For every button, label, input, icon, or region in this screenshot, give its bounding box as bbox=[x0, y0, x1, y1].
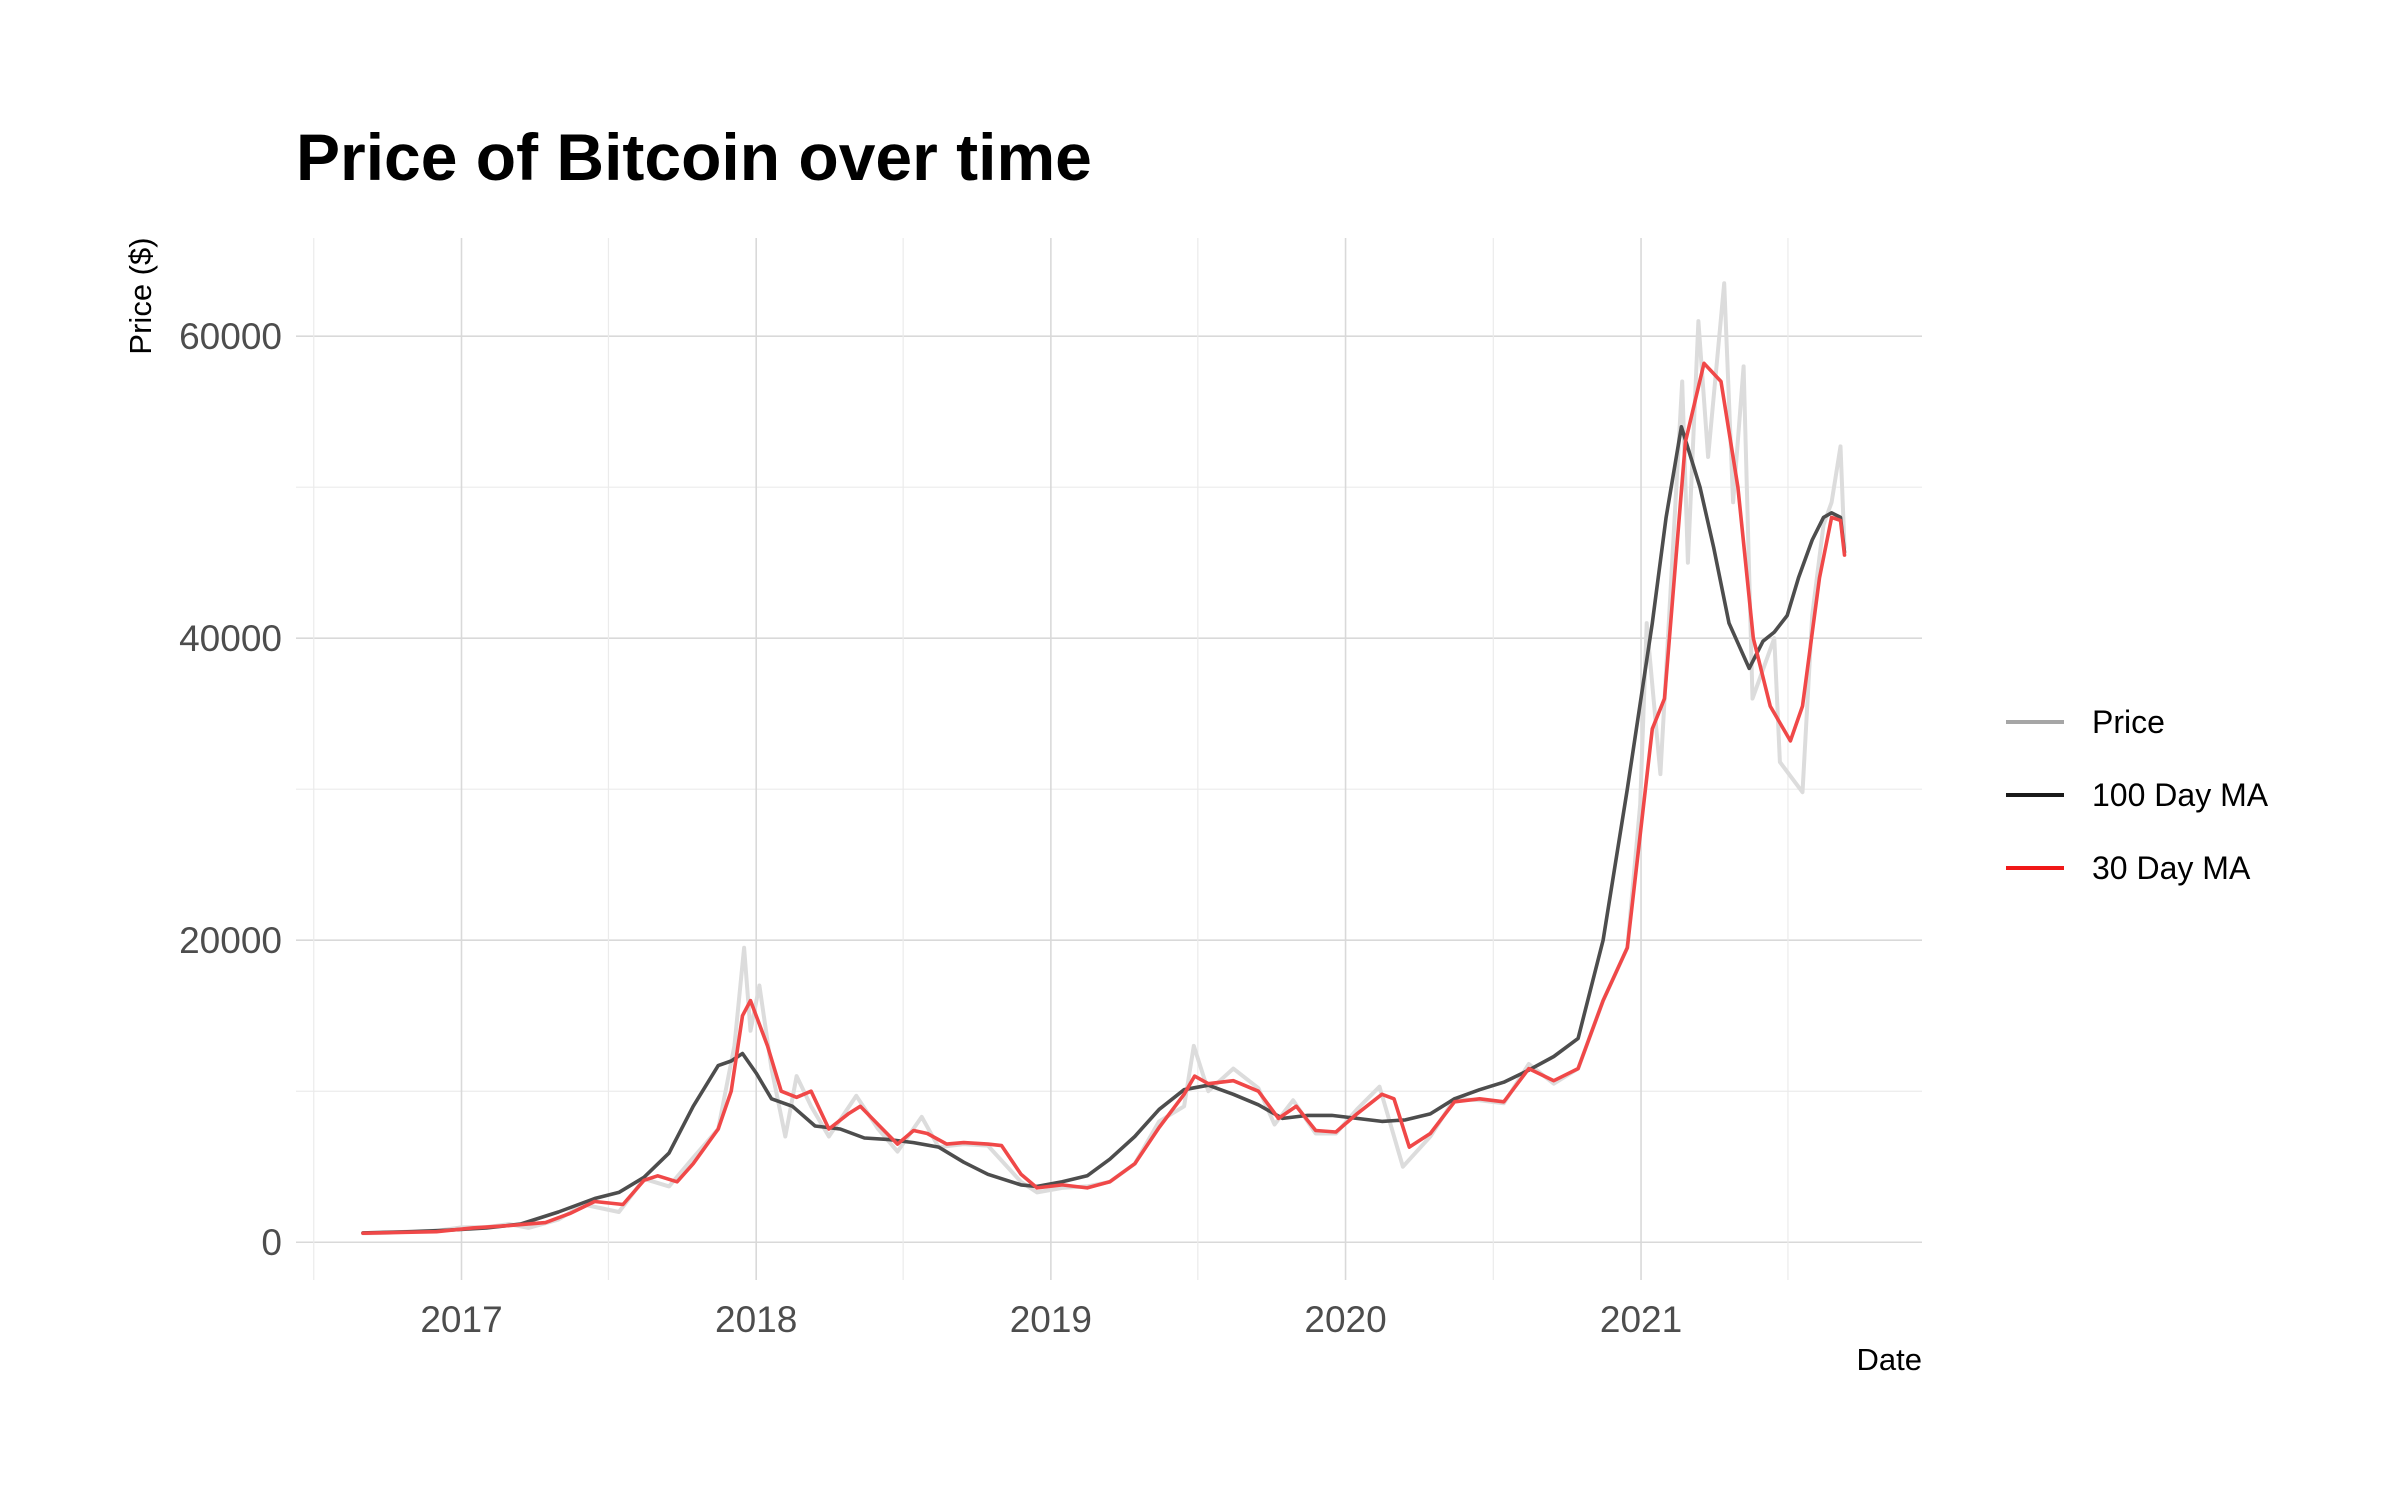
series-line-100-day-ma bbox=[361, 425, 1847, 1235]
legend-label-30-day-ma: 30 Day MA bbox=[2092, 850, 2251, 886]
series-line-price bbox=[361, 281, 1847, 1236]
y-tick-label: 0 bbox=[261, 1222, 282, 1263]
y-axis-ticks: 0 20000 40000 60000 bbox=[179, 316, 282, 1263]
series-line-30-day-ma bbox=[361, 361, 1847, 1235]
grid bbox=[296, 238, 1922, 1280]
y-tick-label: 20000 bbox=[179, 920, 282, 961]
legend-label-price: Price bbox=[2092, 704, 2165, 740]
x-tick-label: 2020 bbox=[1304, 1299, 1386, 1340]
x-axis-title: Date bbox=[1857, 1342, 1922, 1377]
series-layer bbox=[361, 281, 1847, 1236]
legend: Price 100 Day MA 30 Day MA bbox=[2006, 704, 2269, 886]
x-tick-label: 2018 bbox=[715, 1299, 797, 1340]
x-tick-label: 2017 bbox=[420, 1299, 502, 1340]
y-tick-label: 40000 bbox=[179, 618, 282, 659]
y-axis-title: Price ($) bbox=[123, 237, 158, 354]
x-tick-label: 2021 bbox=[1600, 1299, 1682, 1340]
legend-label-100-day-ma: 100 Day MA bbox=[2092, 777, 2269, 813]
chart-title: Price of Bitcoin over time bbox=[296, 120, 1092, 194]
y-tick-label: 60000 bbox=[179, 316, 282, 357]
x-axis-ticks: 2017 2018 2019 2020 2021 bbox=[420, 1299, 1682, 1340]
x-tick-label: 2019 bbox=[1010, 1299, 1092, 1340]
